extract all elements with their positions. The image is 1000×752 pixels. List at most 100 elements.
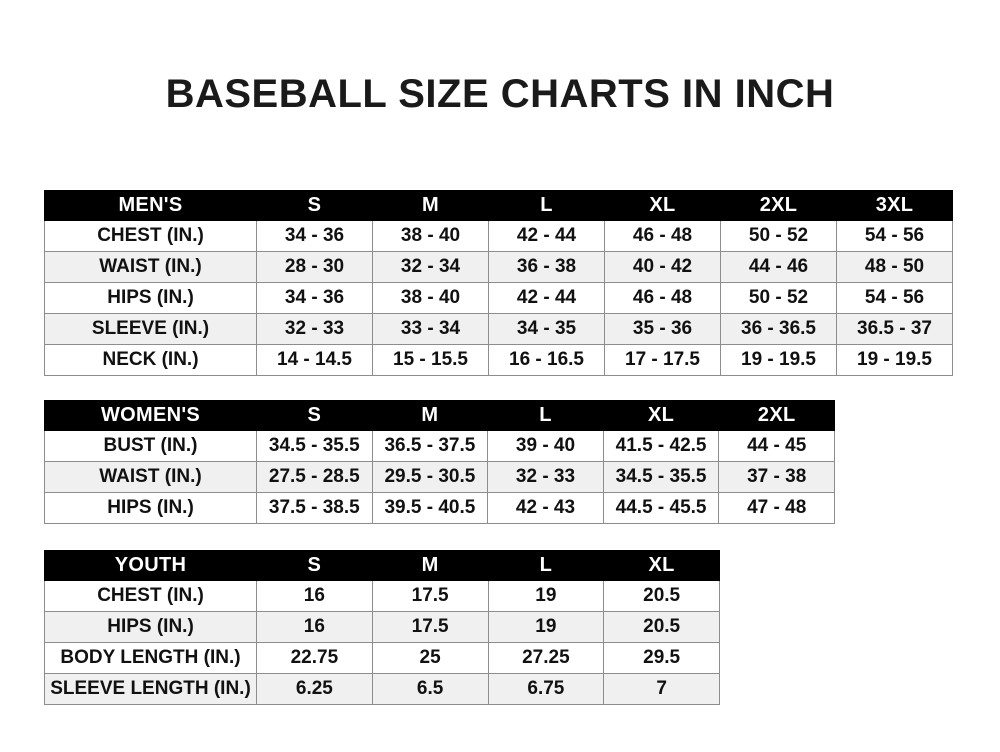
cell-value: 54 - 56 <box>836 220 953 252</box>
cell-value: 19 - 19.5 <box>836 344 953 376</box>
mens-header-category: MEN'S <box>44 190 257 221</box>
mens-header-row: MEN'S S M L XL 2XL 3XL <box>44 190 953 221</box>
cell-value: 35 - 36 <box>604 313 721 345</box>
cell-value: 44 - 46 <box>720 251 837 283</box>
womens-header-s: S <box>256 400 373 431</box>
cell-value: 34 - 36 <box>256 282 373 314</box>
mens-header-l: L <box>488 190 605 221</box>
table-row: HIPS (IN.) 34 - 36 38 - 40 42 - 44 46 - … <box>44 282 953 314</box>
womens-size-table: WOMEN'S S M L XL 2XL BUST (IN.) 34.5 - 3… <box>44 400 835 524</box>
cell-value: 16 <box>256 580 373 612</box>
womens-header-l: L <box>487 400 604 431</box>
cell-value: 16 - 16.5 <box>488 344 605 376</box>
cell-value: 28 - 30 <box>256 251 373 283</box>
table-row: HIPS (IN.) 37.5 - 38.5 39.5 - 40.5 42 - … <box>44 492 835 524</box>
cell-value: 50 - 52 <box>720 282 837 314</box>
row-label: WAIST (IN.) <box>44 461 257 493</box>
table-row: SLEEVE LENGTH (IN.) 6.25 6.5 6.75 7 <box>44 673 720 705</box>
cell-value: 17 - 17.5 <box>604 344 721 376</box>
cell-value: 6.75 <box>487 673 605 705</box>
cell-value: 16 <box>256 611 373 643</box>
womens-header-row: WOMEN'S S M L XL 2XL <box>44 400 835 431</box>
cell-value: 46 - 48 <box>604 282 721 314</box>
page-title: BASEBALL SIZE CHARTS IN INCH <box>165 72 835 116</box>
cell-value: 34.5 - 35.5 <box>602 461 720 493</box>
cell-value: 25 <box>371 642 489 674</box>
cell-value: 27.5 - 28.5 <box>256 461 373 493</box>
table-row: WAIST (IN.) 27.5 - 28.5 29.5 - 30.5 32 -… <box>44 461 835 493</box>
cell-value: 42 - 43 <box>487 492 604 524</box>
cell-value: 6.25 <box>256 673 373 705</box>
youth-size-table: YOUTH S M L XL CHEST (IN.) 16 17.5 19 20… <box>44 550 720 705</box>
mens-header-s: S <box>256 190 373 221</box>
cell-value: 29.5 - 30.5 <box>371 461 489 493</box>
row-label: NECK (IN.) <box>44 344 257 376</box>
cell-value: 38 - 40 <box>372 282 489 314</box>
cell-value: 36.5 - 37 <box>836 313 953 345</box>
youth-header-category: YOUTH <box>44 550 257 581</box>
youth-header-s: S <box>256 550 373 581</box>
table-row: NECK (IN.) 14 - 14.5 15 - 15.5 16 - 16.5… <box>44 344 953 376</box>
cell-value: 19 <box>487 580 605 612</box>
row-label: BODY LENGTH (IN.) <box>44 642 257 674</box>
cell-value: 36 - 36.5 <box>720 313 837 345</box>
table-row: SLEEVE (IN.) 32 - 33 33 - 34 34 - 35 35 … <box>44 313 953 345</box>
table-row: CHEST (IN.) 34 - 36 38 - 40 42 - 44 46 -… <box>44 220 953 252</box>
womens-header-category: WOMEN'S <box>44 400 257 431</box>
cell-value: 27.25 <box>487 642 605 674</box>
cell-value: 40 - 42 <box>604 251 721 283</box>
cell-value: 17.5 <box>371 611 489 643</box>
row-label: SLEEVE (IN.) <box>44 313 257 345</box>
youth-header-l: L <box>487 550 605 581</box>
cell-value: 19 <box>487 611 605 643</box>
row-label: WAIST (IN.) <box>44 251 257 283</box>
youth-header-xl: XL <box>603 550 720 581</box>
cell-value: 44 - 45 <box>718 430 835 462</box>
cell-value: 36.5 - 37.5 <box>371 430 489 462</box>
cell-value: 32 - 33 <box>487 461 604 493</box>
cell-value: 14 - 14.5 <box>256 344 373 376</box>
cell-value: 17.5 <box>371 580 489 612</box>
row-label: BUST (IN.) <box>44 430 257 462</box>
cell-value: 32 - 34 <box>372 251 489 283</box>
womens-header-m: M <box>371 400 489 431</box>
cell-value: 44.5 - 45.5 <box>602 492 720 524</box>
mens-header-m: M <box>372 190 489 221</box>
cell-value: 19 - 19.5 <box>720 344 837 376</box>
cell-value: 37.5 - 38.5 <box>256 492 373 524</box>
cell-value: 54 - 56 <box>836 282 953 314</box>
row-label: SLEEVE LENGTH (IN.) <box>44 673 257 705</box>
cell-value: 47 - 48 <box>718 492 835 524</box>
cell-value: 34 - 36 <box>256 220 373 252</box>
cell-value: 33 - 34 <box>372 313 489 345</box>
cell-value: 37 - 38 <box>718 461 835 493</box>
cell-value: 20.5 <box>603 580 720 612</box>
mens-header-2xl: 2XL <box>720 190 837 221</box>
table-row: HIPS (IN.) 16 17.5 19 20.5 <box>44 611 720 643</box>
cell-value: 38 - 40 <box>372 220 489 252</box>
cell-value: 48 - 50 <box>836 251 953 283</box>
cell-value: 34.5 - 35.5 <box>256 430 373 462</box>
cell-value: 36 - 38 <box>488 251 605 283</box>
table-row: BUST (IN.) 34.5 - 35.5 36.5 - 37.5 39 - … <box>44 430 835 462</box>
womens-header-xl: XL <box>602 400 720 431</box>
mens-header-xl: XL <box>604 190 721 221</box>
table-row: BODY LENGTH (IN.) 22.75 25 27.25 29.5 <box>44 642 720 674</box>
cell-value: 29.5 <box>603 642 720 674</box>
cell-value: 50 - 52 <box>720 220 837 252</box>
youth-header-m: M <box>371 550 489 581</box>
cell-value: 42 - 44 <box>488 220 605 252</box>
row-label: CHEST (IN.) <box>44 580 257 612</box>
cell-value: 22.75 <box>256 642 373 674</box>
cell-value: 32 - 33 <box>256 313 373 345</box>
row-label: HIPS (IN.) <box>44 282 257 314</box>
row-label: HIPS (IN.) <box>44 611 257 643</box>
table-row: WAIST (IN.) 28 - 30 32 - 34 36 - 38 40 -… <box>44 251 953 283</box>
cell-value: 41.5 - 42.5 <box>602 430 720 462</box>
cell-value: 20.5 <box>603 611 720 643</box>
cell-value: 39.5 - 40.5 <box>371 492 489 524</box>
cell-value: 39 - 40 <box>487 430 604 462</box>
womens-header-2xl: 2XL <box>718 400 835 431</box>
row-label: CHEST (IN.) <box>44 220 257 252</box>
youth-header-row: YOUTH S M L XL <box>44 550 720 581</box>
